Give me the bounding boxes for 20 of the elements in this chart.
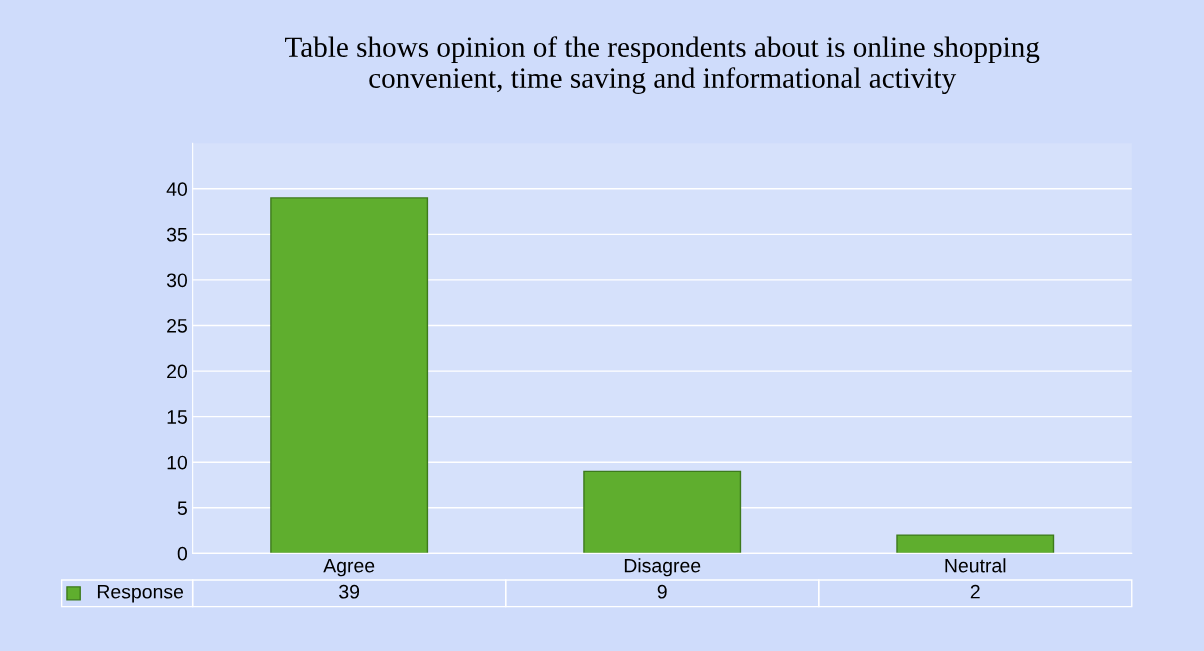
chart-title: Table shows opinion of the respondents about is online shopping convenient, time saving and informational activity bbox=[285, 36, 1040, 94]
bar bbox=[896, 534, 1055, 554]
x-tick-label: Neutral bbox=[945, 558, 1006, 573]
y-tick-label: 15 bbox=[167, 410, 187, 424]
bar bbox=[270, 197, 429, 554]
y-tick-label: 20 bbox=[167, 364, 188, 379]
y-tick-label: 40 bbox=[166, 182, 188, 197]
y-tick-label: 25 bbox=[167, 318, 187, 333]
x-tick-label: Agree bbox=[323, 558, 375, 577]
y-tick-label: 0 bbox=[177, 546, 188, 561]
y-tick-label: 30 bbox=[166, 273, 188, 288]
bar bbox=[583, 470, 742, 554]
y-tick-label: 10 bbox=[167, 455, 188, 470]
y-tick-label: 5 bbox=[177, 501, 187, 516]
data-label: 39 bbox=[339, 584, 360, 599]
data-label: 9 bbox=[657, 584, 667, 599]
legend-label: Response bbox=[97, 584, 184, 603]
x-tick-label: Disagree bbox=[624, 558, 701, 577]
y-tick-label: 35 bbox=[166, 227, 187, 242]
data-label: 2 bbox=[970, 584, 980, 599]
